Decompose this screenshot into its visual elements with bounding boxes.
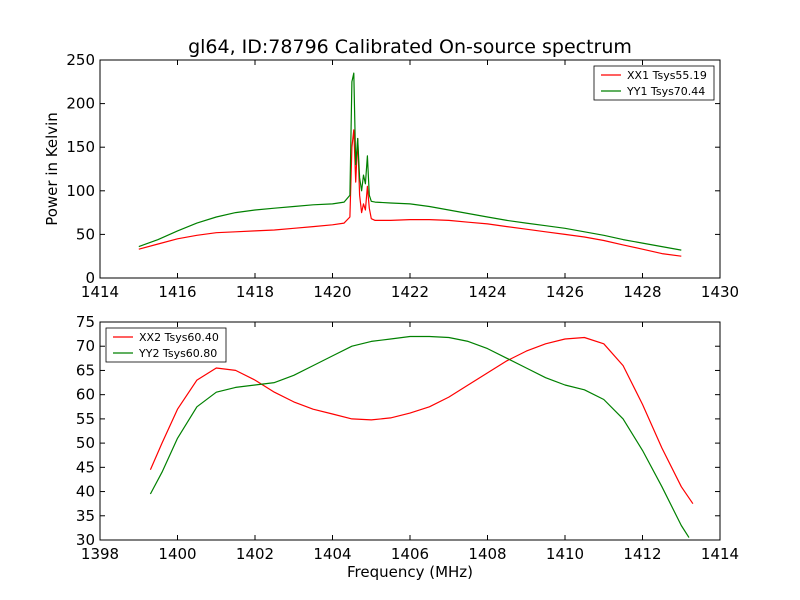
bottom-x-tick-label: 1406 [391, 545, 429, 563]
top-x-tick-label: 1424 [468, 283, 506, 301]
top-plot: 1414 1416 1418 1420 1422 1424 1426 1428 1430 0 50 1… [66, 51, 739, 301]
top-series-line-1 [138, 129, 682, 257]
top-x-tick-label: 1416 [158, 283, 196, 301]
bottom-legend-box [105, 327, 227, 363]
bottom-y-tick-label: 45 [76, 458, 95, 476]
top-y-tick-label: 100 [66, 182, 95, 200]
bottom-series-line-2 [149, 335, 690, 538]
top-x-tick-label: 1422 [391, 283, 429, 301]
bottom-x-tick-label: 1398 [81, 545, 119, 563]
bottom-y-tick-label: 65 [76, 361, 95, 379]
bottom-x-tick-label: 1404 [313, 545, 351, 563]
top-legend-box [593, 65, 715, 101]
top-x-tick-label: 1430 [701, 283, 739, 301]
bottom-y-tick-label: 30 [76, 531, 95, 549]
bottom-y-tick-label: 35 [76, 507, 95, 525]
bottom-y-tick-label: 50 [76, 434, 95, 452]
top-legend-label-1: XX1 Tsys55.19 [627, 69, 707, 82]
top-y-tick-label: 200 [66, 95, 95, 113]
bottom-y-tick-label: 55 [76, 410, 95, 428]
bottom-x-tick-label: 1408 [468, 545, 506, 563]
bottom-plot: 1398 1400 1402 1404 1406 1408 1410 1412 1414 30 35… [76, 313, 739, 563]
top-y-tick-label: 50 [76, 225, 95, 243]
bottom-y-tick-label: 60 [76, 386, 95, 404]
bottom-x-tick-label: 1414 [701, 545, 739, 563]
top-chart-title: gl64, ID:78796 Calibrated On-source spec… [188, 36, 632, 58]
bottom-x-tick-label: 1410 [546, 545, 584, 563]
bottom-series-line-1 [149, 336, 694, 505]
bottom-x-tick-label: 1412 [623, 545, 661, 563]
bottom-y-tick-label: 40 [76, 483, 95, 501]
bottom-x-tick-label: 1402 [236, 545, 274, 563]
top-y-tick-label: 150 [66, 138, 95, 156]
top-series-line-2 [138, 72, 682, 251]
bottom-legend-label-1: XX2 Tsys60.40 [139, 331, 219, 344]
top-x-tick-label: 1414 [81, 283, 119, 301]
bottom-x-tick-label: 1400 [158, 545, 196, 563]
top-x-tick-label: 1428 [623, 283, 661, 301]
top-x-tick-label: 1420 [313, 283, 351, 301]
top-x-tick-label: 1426 [546, 283, 584, 301]
top-x-tick-label: 1418 [236, 283, 274, 301]
bottom-y-tick-label: 75 [76, 313, 95, 331]
top-y-tick-label: 250 [66, 51, 95, 69]
bottom-legend-label-2: YY2 Tsys60.80 [138, 347, 217, 360]
bottom-y-tick-label: 70 [76, 337, 95, 355]
top-chart-ylabel: Power in Kelvin [43, 112, 61, 226]
bottom-chart-xlabel: Frequency (MHz) [347, 563, 473, 581]
top-legend-label-2: YY1 Tsys70.44 [626, 85, 705, 98]
top-y-tick-label: 0 [85, 269, 95, 287]
